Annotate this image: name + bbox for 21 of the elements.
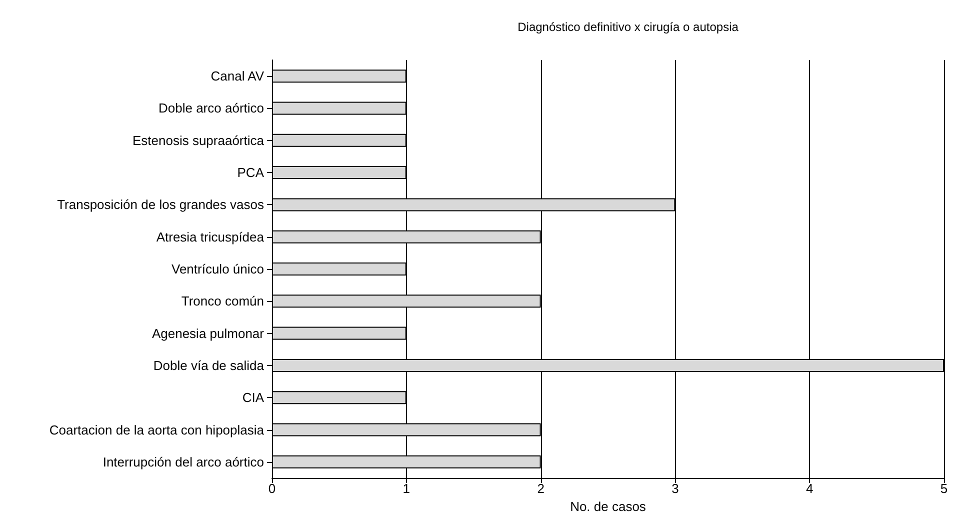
y-tick-label: Ventrículo único bbox=[171, 262, 264, 276]
chart-title: Diagnóstico definitivo x cirugía o autopsia bbox=[518, 20, 739, 34]
y-tick-label: PCA bbox=[237, 165, 264, 180]
y-tick-label: Atresia tricuspídea bbox=[156, 229, 265, 244]
y-tick-label: Tronco común bbox=[181, 294, 264, 309]
x-tick-label: 0 bbox=[268, 481, 276, 496]
x-axis-title: No. de casos bbox=[570, 498, 646, 514]
y-tick-label: Doble arco aórtico bbox=[158, 100, 264, 116]
x-tick-label: 3 bbox=[672, 481, 679, 496]
y-tick-label: Transposición de los grandes vasos bbox=[57, 197, 264, 212]
y-tick-label: Interrupción del arco aórtico bbox=[102, 454, 264, 470]
x-tick-label: 4 bbox=[806, 481, 814, 496]
y-tick-label: Coartacion de la aorta con hipoplasia bbox=[49, 422, 265, 438]
x-tick-label: 1 bbox=[402, 481, 410, 496]
x-tick-label: 5 bbox=[940, 481, 948, 496]
y-tick-label: Agenesia pulmonar bbox=[152, 326, 265, 341]
y-tick-label: Canal AV bbox=[210, 68, 264, 84]
x-tick-label: 2 bbox=[537, 481, 544, 496]
y-tick-label: Estenosis supraaórtica bbox=[132, 132, 265, 148]
y-tick-label: Doble vía de salida bbox=[153, 358, 265, 373]
y-tick-label: CIA bbox=[242, 390, 264, 406]
